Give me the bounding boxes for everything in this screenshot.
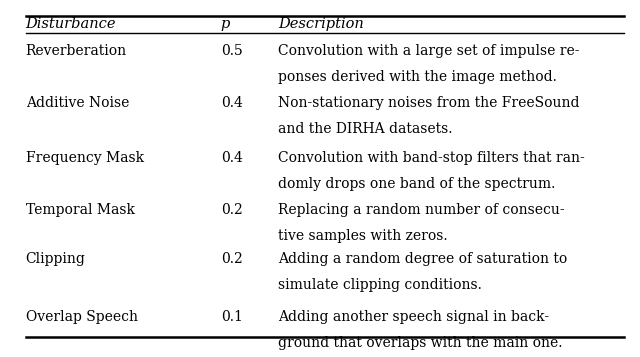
- Text: simulate clipping conditions.: simulate clipping conditions.: [278, 278, 483, 292]
- Text: Disturbance: Disturbance: [26, 17, 116, 31]
- Text: Replacing a random number of consecu-: Replacing a random number of consecu-: [278, 203, 565, 217]
- Text: Convolution with band-stop filters that ran-: Convolution with band-stop filters that …: [278, 151, 585, 165]
- Text: and the DIRHA datasets.: and the DIRHA datasets.: [278, 122, 453, 136]
- Text: Reverberation: Reverberation: [26, 44, 127, 57]
- Text: Description: Description: [278, 17, 364, 31]
- Text: Non-stationary noises from the FreeSound: Non-stationary noises from the FreeSound: [278, 96, 580, 110]
- Text: Clipping: Clipping: [26, 252, 86, 266]
- Text: Additive Noise: Additive Noise: [26, 96, 129, 110]
- Text: p: p: [221, 17, 230, 31]
- Text: 0.2: 0.2: [221, 203, 243, 217]
- Text: 0.4: 0.4: [221, 151, 243, 165]
- Text: Adding another speech signal in back-: Adding another speech signal in back-: [278, 310, 550, 324]
- Text: ponses derived with the image method.: ponses derived with the image method.: [278, 70, 557, 84]
- Text: Convolution with a large set of impulse re-: Convolution with a large set of impulse …: [278, 44, 580, 57]
- Text: tive samples with zeros.: tive samples with zeros.: [278, 229, 448, 243]
- Text: Adding a random degree of saturation to: Adding a random degree of saturation to: [278, 252, 568, 266]
- Text: 0.5: 0.5: [221, 44, 243, 57]
- Text: 0.4: 0.4: [221, 96, 243, 110]
- Text: 0.1: 0.1: [221, 310, 243, 324]
- Text: domly drops one band of the spectrum.: domly drops one band of the spectrum.: [278, 177, 556, 191]
- Text: Temporal Mask: Temporal Mask: [26, 203, 134, 217]
- Text: Overlap Speech: Overlap Speech: [26, 310, 138, 324]
- Text: 0.2: 0.2: [221, 252, 243, 266]
- Text: ground that overlaps with the main one.: ground that overlaps with the main one.: [278, 336, 563, 350]
- Text: Frequency Mask: Frequency Mask: [26, 151, 144, 165]
